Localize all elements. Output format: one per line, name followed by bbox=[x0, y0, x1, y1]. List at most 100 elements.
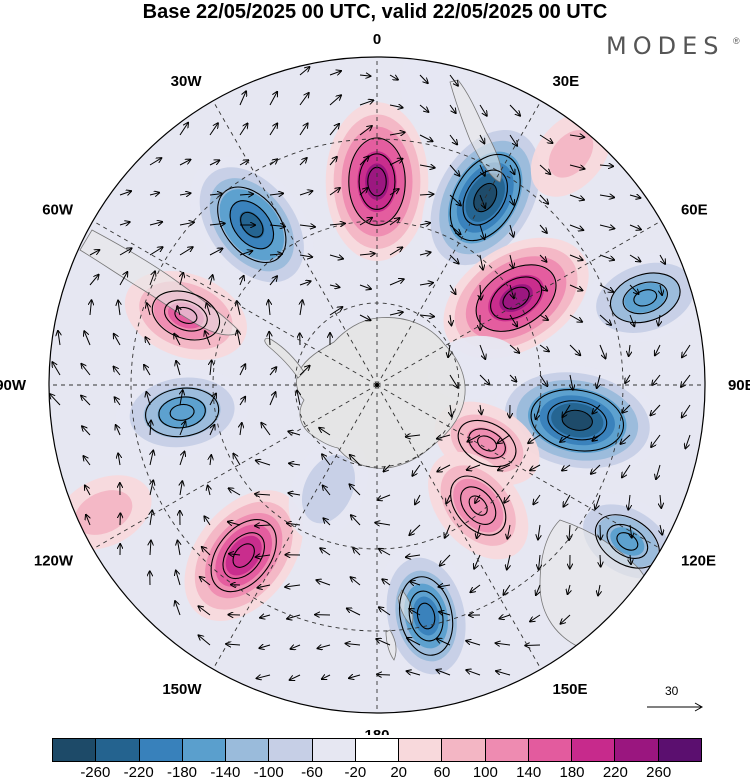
wind-vector bbox=[291, 645, 301, 649]
colorbar-tick-label: -60 bbox=[301, 764, 323, 781]
wind-vector bbox=[204, 516, 211, 526]
wind-vector bbox=[629, 195, 640, 198]
wind-vector bbox=[449, 284, 456, 294]
anomaly-band bbox=[400, 57, 463, 123]
wind-vector bbox=[536, 404, 541, 419]
wind-vector bbox=[496, 671, 511, 676]
wind-vector bbox=[466, 670, 481, 676]
wind-vector bbox=[146, 392, 150, 406]
wind-vector bbox=[419, 104, 428, 112]
wind-vector bbox=[449, 104, 456, 113]
wind-vector bbox=[539, 284, 547, 291]
wind-vector bbox=[255, 494, 271, 495]
wind-vector bbox=[599, 344, 605, 358]
wind-vector bbox=[479, 104, 487, 116]
wind-vector bbox=[229, 488, 241, 496]
anomaly-band bbox=[301, 454, 356, 524]
streamline-contour bbox=[145, 387, 220, 438]
reference-vector-arrow bbox=[647, 702, 704, 712]
wind-vector bbox=[299, 123, 308, 136]
wind-vector bbox=[269, 276, 277, 286]
wind-vector bbox=[449, 254, 459, 264]
colorbar-tick-label: -260 bbox=[80, 764, 111, 781]
wind-vector bbox=[629, 314, 634, 326]
wind-vector bbox=[629, 284, 639, 294]
streamline-contour bbox=[633, 289, 658, 307]
wind-vector bbox=[389, 189, 399, 196]
wind-vector bbox=[449, 374, 458, 388]
wind-vector bbox=[525, 645, 541, 646]
wind-vector bbox=[539, 344, 549, 351]
wind-vector bbox=[685, 434, 691, 448]
wind-vector bbox=[496, 643, 511, 645]
wind-vector bbox=[237, 331, 240, 346]
wind-vector bbox=[199, 635, 211, 646]
wind-vector bbox=[81, 396, 91, 406]
wind-vector bbox=[145, 337, 150, 346]
meridian-line bbox=[376, 220, 662, 386]
wind-vector bbox=[466, 641, 481, 646]
colorbar-swatch bbox=[442, 739, 486, 761]
wind-vector bbox=[389, 105, 403, 108]
wind-vector bbox=[377, 494, 391, 500]
wind-vector bbox=[437, 639, 451, 646]
map-border bbox=[48, 56, 706, 714]
wind-vector bbox=[240, 276, 244, 286]
wind-vector bbox=[509, 374, 516, 382]
wind-vector bbox=[177, 306, 180, 316]
meridian-line bbox=[376, 384, 542, 670]
wind-vector bbox=[299, 366, 310, 376]
wind-vector bbox=[600, 554, 601, 567]
wind-vector bbox=[83, 456, 91, 466]
meridian-line bbox=[212, 100, 378, 386]
longitude-label: 0 bbox=[373, 31, 381, 48]
wind-vector bbox=[240, 423, 242, 436]
wind-vector bbox=[569, 164, 585, 169]
wind-vector bbox=[297, 391, 300, 406]
wind-vector bbox=[419, 223, 430, 225]
wind-vector bbox=[209, 160, 219, 166]
meridian-line bbox=[92, 384, 378, 550]
wind-vector bbox=[437, 670, 451, 676]
wind-vector bbox=[630, 524, 632, 538]
wind-vector bbox=[209, 394, 216, 406]
wind-vector bbox=[449, 134, 457, 144]
registered-mark: ® bbox=[733, 36, 740, 46]
wind-vector bbox=[82, 426, 91, 436]
wind-vector bbox=[412, 464, 421, 476]
wind-vector bbox=[507, 524, 510, 539]
wind-vector bbox=[419, 134, 433, 141]
colorbar-swatch bbox=[96, 739, 140, 761]
wind-vector bbox=[269, 254, 282, 255]
wind-vector bbox=[299, 255, 312, 257]
streamline-contour bbox=[222, 532, 265, 580]
wind-vector bbox=[445, 524, 451, 538]
wind-vector bbox=[592, 434, 601, 441]
wind-vector bbox=[539, 314, 548, 320]
wind-vector bbox=[480, 134, 484, 143]
wind-vector bbox=[118, 301, 120, 316]
wind-vector bbox=[389, 279, 404, 286]
wind-vector bbox=[119, 191, 131, 195]
wind-vector bbox=[359, 254, 375, 255]
wind-vector bbox=[289, 463, 301, 465]
wind-vector bbox=[629, 224, 641, 230]
wind-vector bbox=[437, 464, 451, 472]
streamline-contour bbox=[163, 299, 208, 332]
wind-vector bbox=[144, 365, 151, 376]
wind-vector bbox=[449, 194, 461, 205]
wind-vector bbox=[50, 394, 61, 406]
wind-vector bbox=[510, 224, 513, 237]
wind-vector bbox=[449, 74, 458, 86]
wind-vector bbox=[208, 486, 210, 496]
wind-vector bbox=[504, 494, 511, 503]
wind-vector bbox=[349, 484, 361, 496]
wind-vector bbox=[446, 494, 450, 503]
colorbar-tick-label: 180 bbox=[559, 764, 585, 781]
wind-vector bbox=[114, 334, 121, 346]
wind-vector bbox=[562, 464, 571, 471]
wind-vector bbox=[498, 464, 511, 470]
wind-vector bbox=[299, 191, 312, 196]
wind-vector bbox=[660, 284, 662, 295]
wind-vector bbox=[323, 486, 331, 496]
